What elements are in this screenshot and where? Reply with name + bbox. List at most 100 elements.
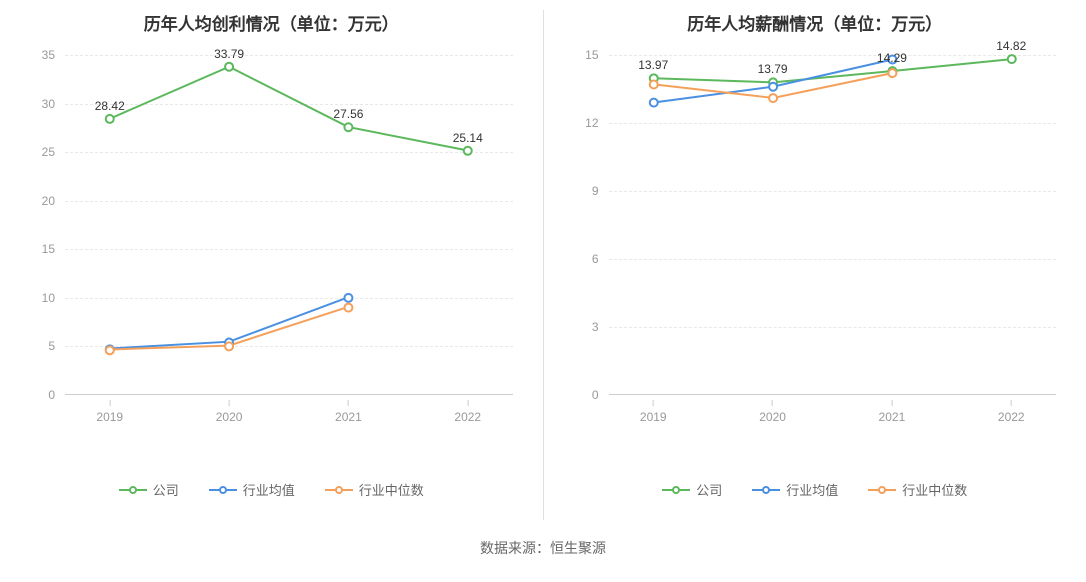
legend-dot [335,486,343,494]
legend-dot [878,486,886,494]
y-tick-label: 0 [592,388,599,402]
x-tick: 2020 [216,400,243,424]
x-tick-label: 2021 [335,410,362,424]
legend-marker [752,484,780,496]
left-legend: 公司 行业均值 行业中位数 [20,480,523,499]
data-point [464,147,472,155]
x-tick-line [467,400,468,406]
x-tick: 2020 [759,400,786,424]
x-tick-label: 2021 [879,410,906,424]
legend-item: 行业中位数 [325,480,424,499]
legend-label: 公司 [153,480,179,499]
x-tick: 2022 [998,400,1025,424]
x-tick: 2021 [335,400,362,424]
left-panel: 历年人均创利情况（单位：万元） 0 5 10 15 20 25 30 35 28.42 33.7… [0,0,543,530]
left-chart-area: 05101520253035 28.4233.7927.5625.14 2019… [20,55,523,435]
data-point [225,63,233,71]
y-tick-label: 35 [42,48,55,62]
x-tick-label: 2019 [96,410,123,424]
data-label: 14.29 [877,51,907,65]
marker-svg [609,55,1057,394]
legend-marker [868,484,896,496]
left-y-axis: 05101520253035 [20,55,60,395]
right-panel: 历年人均薪酬情况（单位：万元） 0 3 6 9 12 15 13.97 13.79 14.29… [544,0,1086,530]
legend-item: 行业中位数 [868,480,967,499]
right-chart-title: 历年人均薪酬情况（单位：万元） [564,10,1067,35]
legend-item: 公司 [662,480,722,499]
y-tick-label: 15 [585,48,598,62]
data-point [1007,55,1015,63]
right-chart-area: 03691215 13.9713.7914.2914.82 2019202020… [564,55,1067,435]
y-tick-label: 10 [42,291,55,305]
y-tick-label: 3 [592,320,599,334]
legend-marker [662,484,690,496]
left-chart-title: 历年人均创利情况（单位：万元） [20,10,523,35]
legend-label: 公司 [696,480,722,499]
data-label: 25.14 [453,131,483,145]
legend-item: 行业均值 [209,480,295,499]
left-plot: 28.4233.7927.5625.14 [65,55,513,395]
data-point [106,346,114,354]
data-label: 33.79 [214,47,244,61]
legend-dot [672,486,680,494]
data-point [769,94,777,102]
right-x-axis: 2019 2020 2021 2022 [609,400,1057,430]
legend-marker [325,484,353,496]
y-tick-label: 5 [48,339,55,353]
data-point [888,69,896,77]
legend-marker [209,484,237,496]
y-tick-label: 6 [592,252,599,266]
x-tick-line [229,400,230,406]
marker-svg [65,55,513,394]
x-tick-line [109,400,110,406]
x-tick-label: 2020 [216,410,243,424]
y-tick-label: 30 [42,97,55,111]
y-tick-label: 12 [585,116,598,130]
data-label: 13.79 [758,62,788,76]
data-point [106,115,114,123]
y-tick-label: 25 [42,145,55,159]
legend-label: 行业中位数 [902,480,967,499]
data-source: 数据来源：恒生聚源 [0,538,1086,558]
legend-item: 行业均值 [752,480,838,499]
data-label: 13.97 [638,58,668,72]
x-tick-label: 2020 [759,410,786,424]
legend-dot [129,486,137,494]
legend-item: 公司 [119,480,179,499]
x-tick-line [891,400,892,406]
x-tick: 2022 [454,400,481,424]
x-tick-line [348,400,349,406]
x-tick-label: 2022 [454,410,481,424]
data-point [344,123,352,131]
y-tick-label: 9 [592,184,599,198]
right-plot: 13.9713.7914.2914.82 [609,55,1057,395]
y-tick-label: 20 [42,194,55,208]
legend-dot [762,486,770,494]
data-point [649,80,657,88]
charts-container: 历年人均创利情况（单位：万元） 05101520253035 28.4233.7… [0,0,1086,530]
data-point [344,294,352,302]
x-tick: 2019 [640,400,667,424]
legend-marker [119,484,147,496]
right-y-axis: 03691215 [564,55,604,395]
x-tick: 2019 [96,400,123,424]
right-legend: 公司 行业均值 行业中位数 [564,480,1067,499]
left-x-axis: 2019 2020 2021 2022 [65,400,513,430]
x-tick-line [772,400,773,406]
data-point [225,342,233,350]
y-tick-label: 0 [48,388,55,402]
x-tick: 2021 [879,400,906,424]
legend-label: 行业均值 [243,480,295,499]
legend-label: 行业中位数 [359,480,424,499]
y-tick-label: 15 [42,242,55,256]
data-label: 14.82 [996,39,1026,53]
x-tick-label: 2022 [998,410,1025,424]
x-tick-label: 2019 [640,410,667,424]
data-label: 27.56 [333,107,363,121]
legend-dot [219,486,227,494]
data-label: 28.42 [95,99,125,113]
x-tick-line [653,400,654,406]
data-point [344,304,352,312]
data-point [649,99,657,107]
data-point [769,83,777,91]
